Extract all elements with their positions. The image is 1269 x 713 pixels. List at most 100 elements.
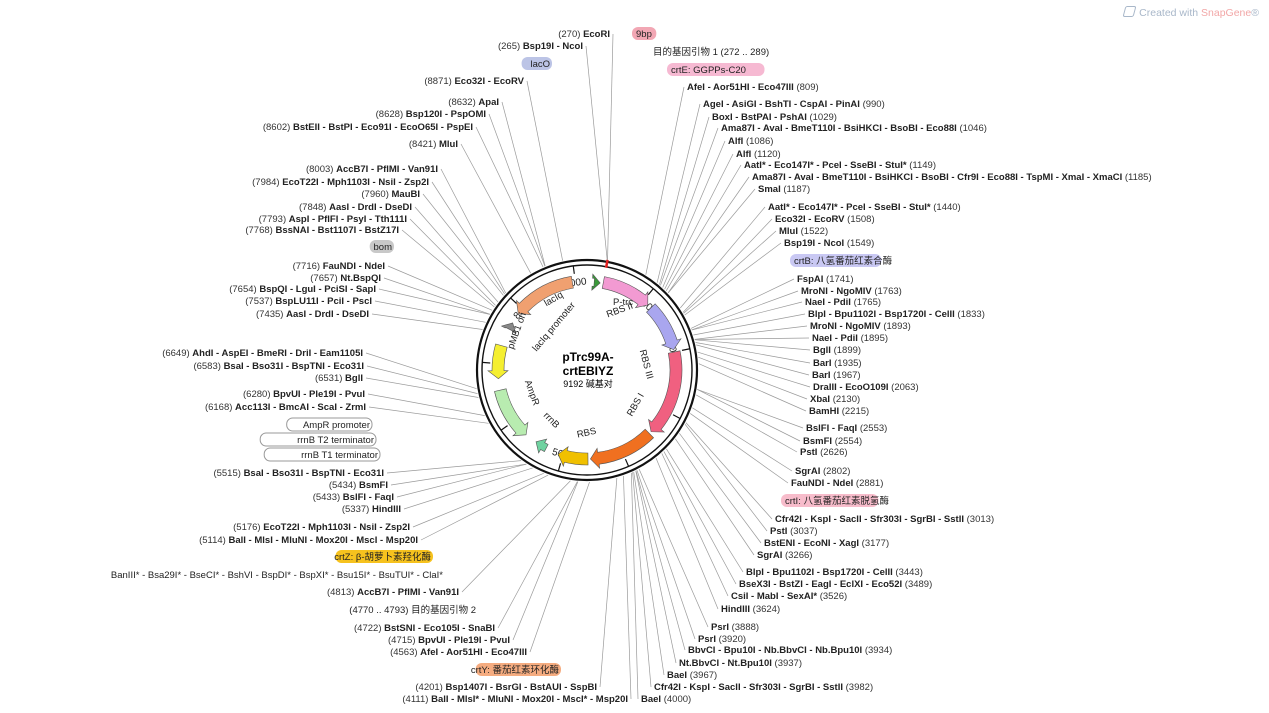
right-leader-line [645, 86, 685, 275]
right-site-label: AfeI - Aor51HI - Eco47III (809) [687, 82, 819, 93]
right-leader-line [636, 470, 696, 640]
right-leader-line [696, 394, 798, 453]
left-leader-line [526, 80, 563, 261]
bom-box: bom [374, 242, 393, 253]
right-site-label: MroNI - NgoMIV (1763) [801, 286, 902, 297]
right-leader-line [684, 423, 768, 532]
right-site-label: BaeI (3967) [667, 670, 717, 681]
left-leader-line [414, 206, 499, 303]
right-site-label: Cfr42I - KspI - SacII - Sfr303I - SgrBI … [654, 682, 873, 693]
left-leader-line [529, 481, 590, 653]
right-site-label: AatI* - Eco147I* - PceI - SseBI - StuI* … [744, 160, 936, 171]
plasmid-name-line2: crtEBIYZ [563, 364, 614, 378]
left-site-label: (5176) EcoT22I - Mph1103I - NsiI - Zsp2I [233, 522, 410, 533]
right-leader-line [696, 344, 810, 376]
bshvi-site-label: BanIII* - Bsa29I* - BseCI* - BshVI - Bsp… [111, 570, 443, 581]
right-site-label: PstI (3037) [770, 526, 818, 537]
left-site-label: (7716) FauNDI - NdeI [293, 261, 385, 272]
left-leader-line [585, 45, 608, 260]
watermark-suffix: ® [1251, 7, 1259, 19]
left-site-label: (8628) Bsp120I - PspOMI [376, 109, 486, 120]
right-site-label: Cfr42I - KspI - SacII - Sfr303I - SgrBI … [775, 514, 994, 525]
right-leader-line [697, 389, 801, 442]
right-site-label: PstI (2626) [800, 447, 848, 458]
crtB-box: crtB: 八氢番茄红素合酶 [794, 255, 893, 267]
left-leader-line [378, 288, 490, 315]
right-site-label: AatI* - Eco147I* - PceI - SseBI - StuI* … [768, 202, 961, 213]
plasmid-size: 9192 碱基对 [563, 378, 613, 389]
right-leader-line [694, 339, 811, 351]
ring-tick-mark [557, 463, 562, 472]
left-site-label: (5515) BsaI - Bso31I - BspTNI - Eco31I [213, 468, 384, 479]
ring-tick-mark [482, 361, 491, 364]
right-site-label: MroNI - NgoMIV (1893) [810, 321, 911, 332]
left-leader-line [607, 33, 614, 260]
right-leader-line [694, 337, 810, 340]
right-site-label: DraIII - EcoO109I (2063) [813, 382, 919, 393]
rrnb-t1-box-pill [263, 447, 381, 462]
left-site-label: (6583) BsaI - Bso31I - BspTNI - Eco31I [193, 361, 364, 372]
feature-label-rbs-i: RBS I [625, 391, 647, 418]
feature-label-ptrc: P-trc [613, 297, 633, 308]
right-leader-line [667, 176, 750, 293]
right-leader-line [638, 468, 709, 628]
left-leader-line [599, 477, 618, 688]
left-leader-line [475, 126, 544, 268]
right-site-label: BglI (1899) [813, 345, 861, 356]
left-leader-line [386, 460, 522, 474]
right-site-label: FspAI (1741) [797, 274, 854, 285]
left-leader-line [365, 377, 479, 398]
left-site-label: (4715) BpvUI - Ple19I - PvuI [388, 635, 510, 646]
primer1-label: 目的基因引物 1 (272 .. 289) [653, 46, 769, 58]
right-leader-line [635, 470, 677, 664]
right-site-label: MluI (1522) [779, 226, 828, 237]
right-site-label: AlfI (1086) [728, 136, 773, 147]
right-site-label: BoxI - BstPAI - PshAI (1029) [712, 112, 837, 123]
left-leader-line [374, 300, 486, 323]
right-leader-line [661, 453, 729, 597]
right-leader-line [693, 313, 806, 336]
right-site-label: HindIII (3624) [721, 604, 780, 615]
right-leader-line [694, 325, 808, 340]
right-leader-line [692, 407, 793, 472]
left-site-label: (4813) AccB7I - PflMI - Van91I [327, 587, 459, 598]
right-leader-line [685, 422, 773, 520]
right-site-label: Bsp19I - NcoI (1549) [784, 238, 874, 249]
right-leader-line [690, 278, 795, 329]
right-site-label: SmaI (1187) [758, 184, 810, 195]
left-leader-line [461, 480, 571, 593]
left-site-label: (4111) BalI - MlsI* - MluNI - Mox20I - M… [402, 694, 628, 705]
left-site-label: (4563) AfeI - Aor51HI - Eco47III [390, 647, 527, 658]
right-site-label: Eco32I - EcoRV (1508) [775, 214, 875, 225]
feature-label-laciq-promoter: lacIq promoter [530, 300, 577, 354]
left-site-label: (6649) AhdI - AspEI - BmeRI - DriI - Eam… [162, 348, 363, 359]
crtY-box-pill [475, 663, 561, 676]
right-site-label: XbaI (2130) [810, 394, 860, 405]
feature-label-rbs: RBS [576, 426, 597, 441]
left-leader-line [403, 467, 533, 510]
crtI-box: crtI: 八氢番茄红素脱氢酶 [785, 495, 889, 507]
feature-label-rbs-iii: RBS III [637, 348, 655, 380]
left-site-labels: (270) EcoRI(265) Bsp19I - NcoI (8871) Eco… [162, 29, 628, 705]
bp9-box-pill [632, 27, 657, 40]
right-site-label: BaeI (4000) [641, 694, 691, 705]
feature-label-pmb1-ori: pMB1 ori [506, 311, 529, 350]
right-leader-line [664, 153, 734, 290]
right-leader-line [691, 301, 803, 331]
left-site-label: (7537) BspLU11I - PciI - PscI [245, 296, 372, 307]
left-leader-line [440, 168, 506, 294]
backbone-outer-ring [475, 258, 699, 482]
rrnb-t1-box: rrnB T1 terminator [301, 450, 378, 461]
ring-tick-mark [624, 458, 630, 467]
feature-arcs [487, 259, 683, 470]
crtZ-gene-arrow [557, 445, 589, 468]
ring-tick-mark [681, 348, 690, 351]
right-leader-line [656, 103, 701, 283]
left-leader-line [412, 472, 544, 528]
left-leader-line [367, 393, 485, 416]
left-leader-line [623, 475, 632, 700]
right-leader-line [679, 433, 762, 544]
left-site-label: (5337) HindIII [342, 504, 401, 515]
right-leader-line [660, 127, 719, 286]
